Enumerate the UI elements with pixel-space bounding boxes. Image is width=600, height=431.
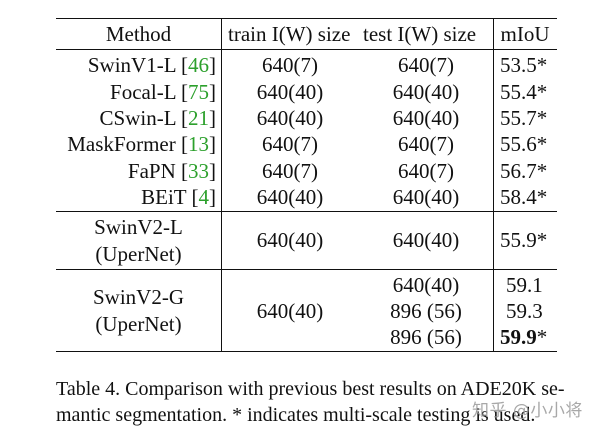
swinv2-l-train: 640(40) — [256, 228, 324, 252]
header-miou: mIoU — [500, 22, 550, 46]
best-miou-value: 59.9 — [500, 325, 537, 349]
method-name: CSwin-L — [99, 106, 176, 130]
method-name: MaskFormer — [67, 132, 176, 156]
section-rule-2 — [56, 269, 557, 270]
section-rule-1 — [56, 211, 557, 212]
swinv2-l-method-line2: (UperNet) — [95, 242, 182, 266]
swinv2-g-test-1: 640(40) — [392, 273, 460, 297]
caption-line-1: Table 4. Comparison with previous best r… — [56, 378, 565, 400]
citation-link[interactable]: 75 — [188, 80, 209, 104]
table-row-test: 640(7) — [398, 159, 454, 183]
table-row-miou: 53.5* — [500, 53, 548, 77]
table-row-method: Focal-L [75] — [110, 80, 216, 104]
swinv2-g-train: 640(40) — [256, 299, 324, 323]
table-row-test: 640(40) — [392, 106, 460, 130]
citation-link[interactable]: 33 — [188, 159, 209, 183]
watermark: 知乎 @小小将 — [472, 401, 583, 421]
swinv2-l-test: 640(40) — [392, 228, 460, 252]
table-row-method: FaPN [33] — [127, 159, 216, 183]
method-name: Focal-L — [110, 80, 176, 104]
table-row-method: SwinV1-L [46] — [87, 53, 216, 77]
header-rule — [56, 49, 557, 50]
header-train-size: train I(W) size — [228, 22, 351, 46]
swinv2-g-method-line1: SwinV2-G — [92, 285, 184, 309]
swinv2-g-method-line2: (UperNet) — [95, 312, 182, 336]
table-row-train: 640(40) — [256, 106, 324, 130]
table-row-train: 640(7) — [262, 53, 318, 77]
swinv2-l-method-line1: SwinV2-L — [94, 215, 183, 239]
citation-link[interactable]: 21 — [188, 106, 209, 130]
table-row-test: 640(7) — [398, 53, 454, 77]
citation-link[interactable]: 13 — [188, 132, 209, 156]
table-row-train: 640(7) — [262, 132, 318, 156]
best-miou-suffix: * — [536, 325, 548, 349]
citation-link[interactable]: 4 — [198, 185, 210, 209]
table-row-train: 640(40) — [256, 185, 324, 209]
citation-link[interactable]: 46 — [188, 53, 209, 77]
method-name: FaPN — [127, 159, 176, 183]
table-caption: Table 4. Comparison with previous best r… — [56, 376, 566, 428]
swinv2-g-miou-1: 59.1 — [506, 273, 543, 297]
table-row-miou: 55.6* — [500, 132, 548, 156]
swinv2-l-miou: 55.9* — [500, 228, 548, 252]
results-table: Method train I(W) size test I(W) size mI… — [56, 18, 557, 352]
column-divider-2 — [493, 19, 494, 351]
header-method: Method — [105, 22, 172, 46]
table-row-miou: 55.4* — [500, 80, 548, 104]
table-row-method: CSwin-L [21] — [99, 106, 216, 130]
table-row-test: 640(40) — [392, 80, 460, 104]
swinv2-g-test-3: 896 (56) — [390, 325, 462, 349]
table-row-train: 640(7) — [262, 159, 318, 183]
table-row-test: 640(7) — [398, 132, 454, 156]
table-row-miou: 56.7* — [500, 159, 548, 183]
method-name: BEiT — [141, 185, 187, 209]
swinv2-g-miou-2: 59.3 — [506, 299, 543, 323]
column-divider-1 — [221, 19, 222, 351]
header-test-size: test I(W) size — [363, 22, 477, 46]
swinv2-g-miou-best: 59.9* — [500, 324, 547, 350]
table-row-test: 640(40) — [392, 185, 460, 209]
table-row-miou: 58.4* — [500, 185, 548, 209]
table-row-method: BEiT [4] — [141, 185, 216, 209]
caption-line-2: mantic segmentation. * indicates multi-s… — [56, 404, 536, 426]
table-row-miou: 55.7* — [500, 106, 548, 130]
method-name: SwinV1-L — [87, 53, 176, 77]
swinv2-g-test-2: 896 (56) — [390, 299, 462, 323]
table-row-train: 640(40) — [256, 80, 324, 104]
table-row-method: MaskFormer [13] — [67, 132, 216, 156]
